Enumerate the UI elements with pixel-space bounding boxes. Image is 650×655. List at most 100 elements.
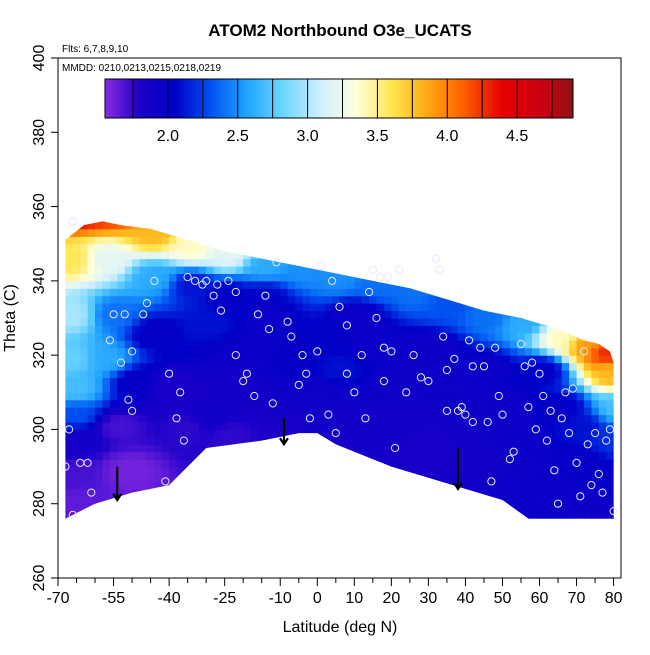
heatmap-cell	[132, 377, 141, 386]
heatmap-cell	[621, 422, 629, 430]
heatmap-cell	[532, 266, 541, 274]
heatmap-cell	[465, 414, 474, 423]
heatmap-cell	[288, 519, 296, 527]
heatmap-cell	[125, 519, 133, 527]
heatmap-cell	[258, 355, 266, 364]
heatmap-cell	[361, 221, 370, 222]
heatmap-cell	[450, 332, 459, 341]
heatmap-cell	[495, 459, 504, 468]
heatmap-cell	[206, 429, 215, 438]
heatmap-cell	[102, 488, 111, 497]
heatmap-cell	[324, 436, 333, 445]
heatmap-cell	[576, 280, 585, 289]
heatmap-cell	[213, 384, 222, 393]
heatmap-cell	[539, 303, 548, 312]
heatmap-cell	[117, 228, 126, 237]
obs-point	[376, 273, 385, 282]
obs-point	[176, 388, 185, 397]
heatmap-cell	[65, 355, 66, 364]
heatmap-cell	[87, 362, 96, 371]
heatmap-cell	[117, 207, 125, 215]
heatmap-cell	[317, 414, 326, 423]
heatmap-cell	[376, 236, 385, 245]
heatmap-cell	[532, 325, 541, 334]
obs-point	[483, 417, 492, 427]
heatmap-cell	[435, 228, 444, 237]
heatmap-cell	[525, 207, 533, 215]
heatmap-cell	[317, 273, 326, 282]
heatmap-cell	[161, 310, 170, 319]
heatmap-cell	[324, 429, 333, 438]
heatmap-cell	[65, 280, 66, 289]
heatmap-cell	[576, 295, 585, 304]
obs-point	[316, 261, 326, 271]
heatmap-cell	[546, 488, 555, 497]
heatmap-cell	[147, 207, 155, 215]
heatmap-cell	[346, 340, 355, 349]
heatmap-cell	[339, 228, 348, 237]
heatmap-cell	[539, 384, 548, 393]
heatmap-cell	[228, 414, 237, 423]
heatmap-cell	[169, 273, 178, 282]
heatmap-cell	[80, 318, 89, 326]
heatmap-cell	[183, 310, 192, 319]
heatmap-cell	[517, 436, 526, 445]
heatmap-cell	[525, 199, 533, 207]
heatmap-cell	[309, 511, 318, 519]
heatmap-cell	[302, 325, 311, 334]
heatmap-cell	[161, 347, 170, 356]
obs-point	[342, 369, 351, 378]
heatmap-cell	[272, 429, 281, 438]
heatmap-cell	[65, 436, 74, 445]
heatmap-cell	[539, 429, 548, 438]
heatmap-cell	[295, 436, 304, 445]
heatmap-cell	[591, 362, 600, 371]
heatmap-cell	[309, 459, 318, 468]
heatmap-cell	[132, 228, 141, 237]
heatmap-cell	[213, 370, 222, 378]
heatmap-cell	[198, 362, 207, 371]
heatmap-cell	[517, 243, 526, 252]
heatmap-cell	[591, 251, 600, 260]
heatmap-cell	[324, 318, 333, 326]
heatmap-cell	[480, 332, 489, 341]
heatmap-cell	[354, 451, 363, 460]
heatmap-cell	[584, 310, 592, 319]
heatmap-cell	[532, 199, 540, 207]
heatmap-cell	[443, 295, 452, 304]
heatmap-cell	[199, 519, 207, 527]
heatmap-cell	[102, 481, 111, 490]
heatmap-cell	[472, 288, 481, 297]
heatmap-cell	[309, 474, 318, 482]
heatmap-cell	[154, 236, 163, 245]
heatmap-cell	[398, 474, 407, 482]
heatmap-cell	[146, 399, 155, 408]
heatmap-cell	[369, 303, 378, 312]
heatmap-cell	[495, 496, 504, 505]
heatmap-cell	[258, 392, 266, 401]
heatmap-cell	[509, 273, 518, 282]
heatmap-cell	[480, 288, 489, 297]
heatmap-cell	[443, 258, 452, 267]
heatmap-cell	[354, 258, 363, 267]
heatmap-cell	[169, 325, 178, 334]
heatmap-cell	[576, 362, 585, 371]
heatmap-cell	[198, 303, 207, 312]
heatmap-cell	[265, 474, 274, 482]
heatmap-cell	[309, 362, 318, 371]
heatmap-cell	[361, 332, 370, 341]
heatmap-cell	[361, 488, 370, 497]
heatmap-cell	[265, 362, 274, 371]
heatmap-cell	[250, 370, 259, 378]
heatmap-cell	[472, 511, 481, 519]
heatmap-cell	[383, 325, 392, 334]
heatmap-cell	[509, 221, 518, 230]
heatmap-cell	[435, 503, 444, 512]
heatmap-cell	[198, 273, 207, 282]
heatmap-cell	[539, 228, 548, 237]
heatmap-cell	[502, 243, 511, 252]
heatmap-cell	[606, 310, 614, 319]
heatmap-cell	[250, 340, 259, 349]
heatmap-cell	[428, 221, 437, 222]
heatmap-cell	[539, 243, 548, 252]
